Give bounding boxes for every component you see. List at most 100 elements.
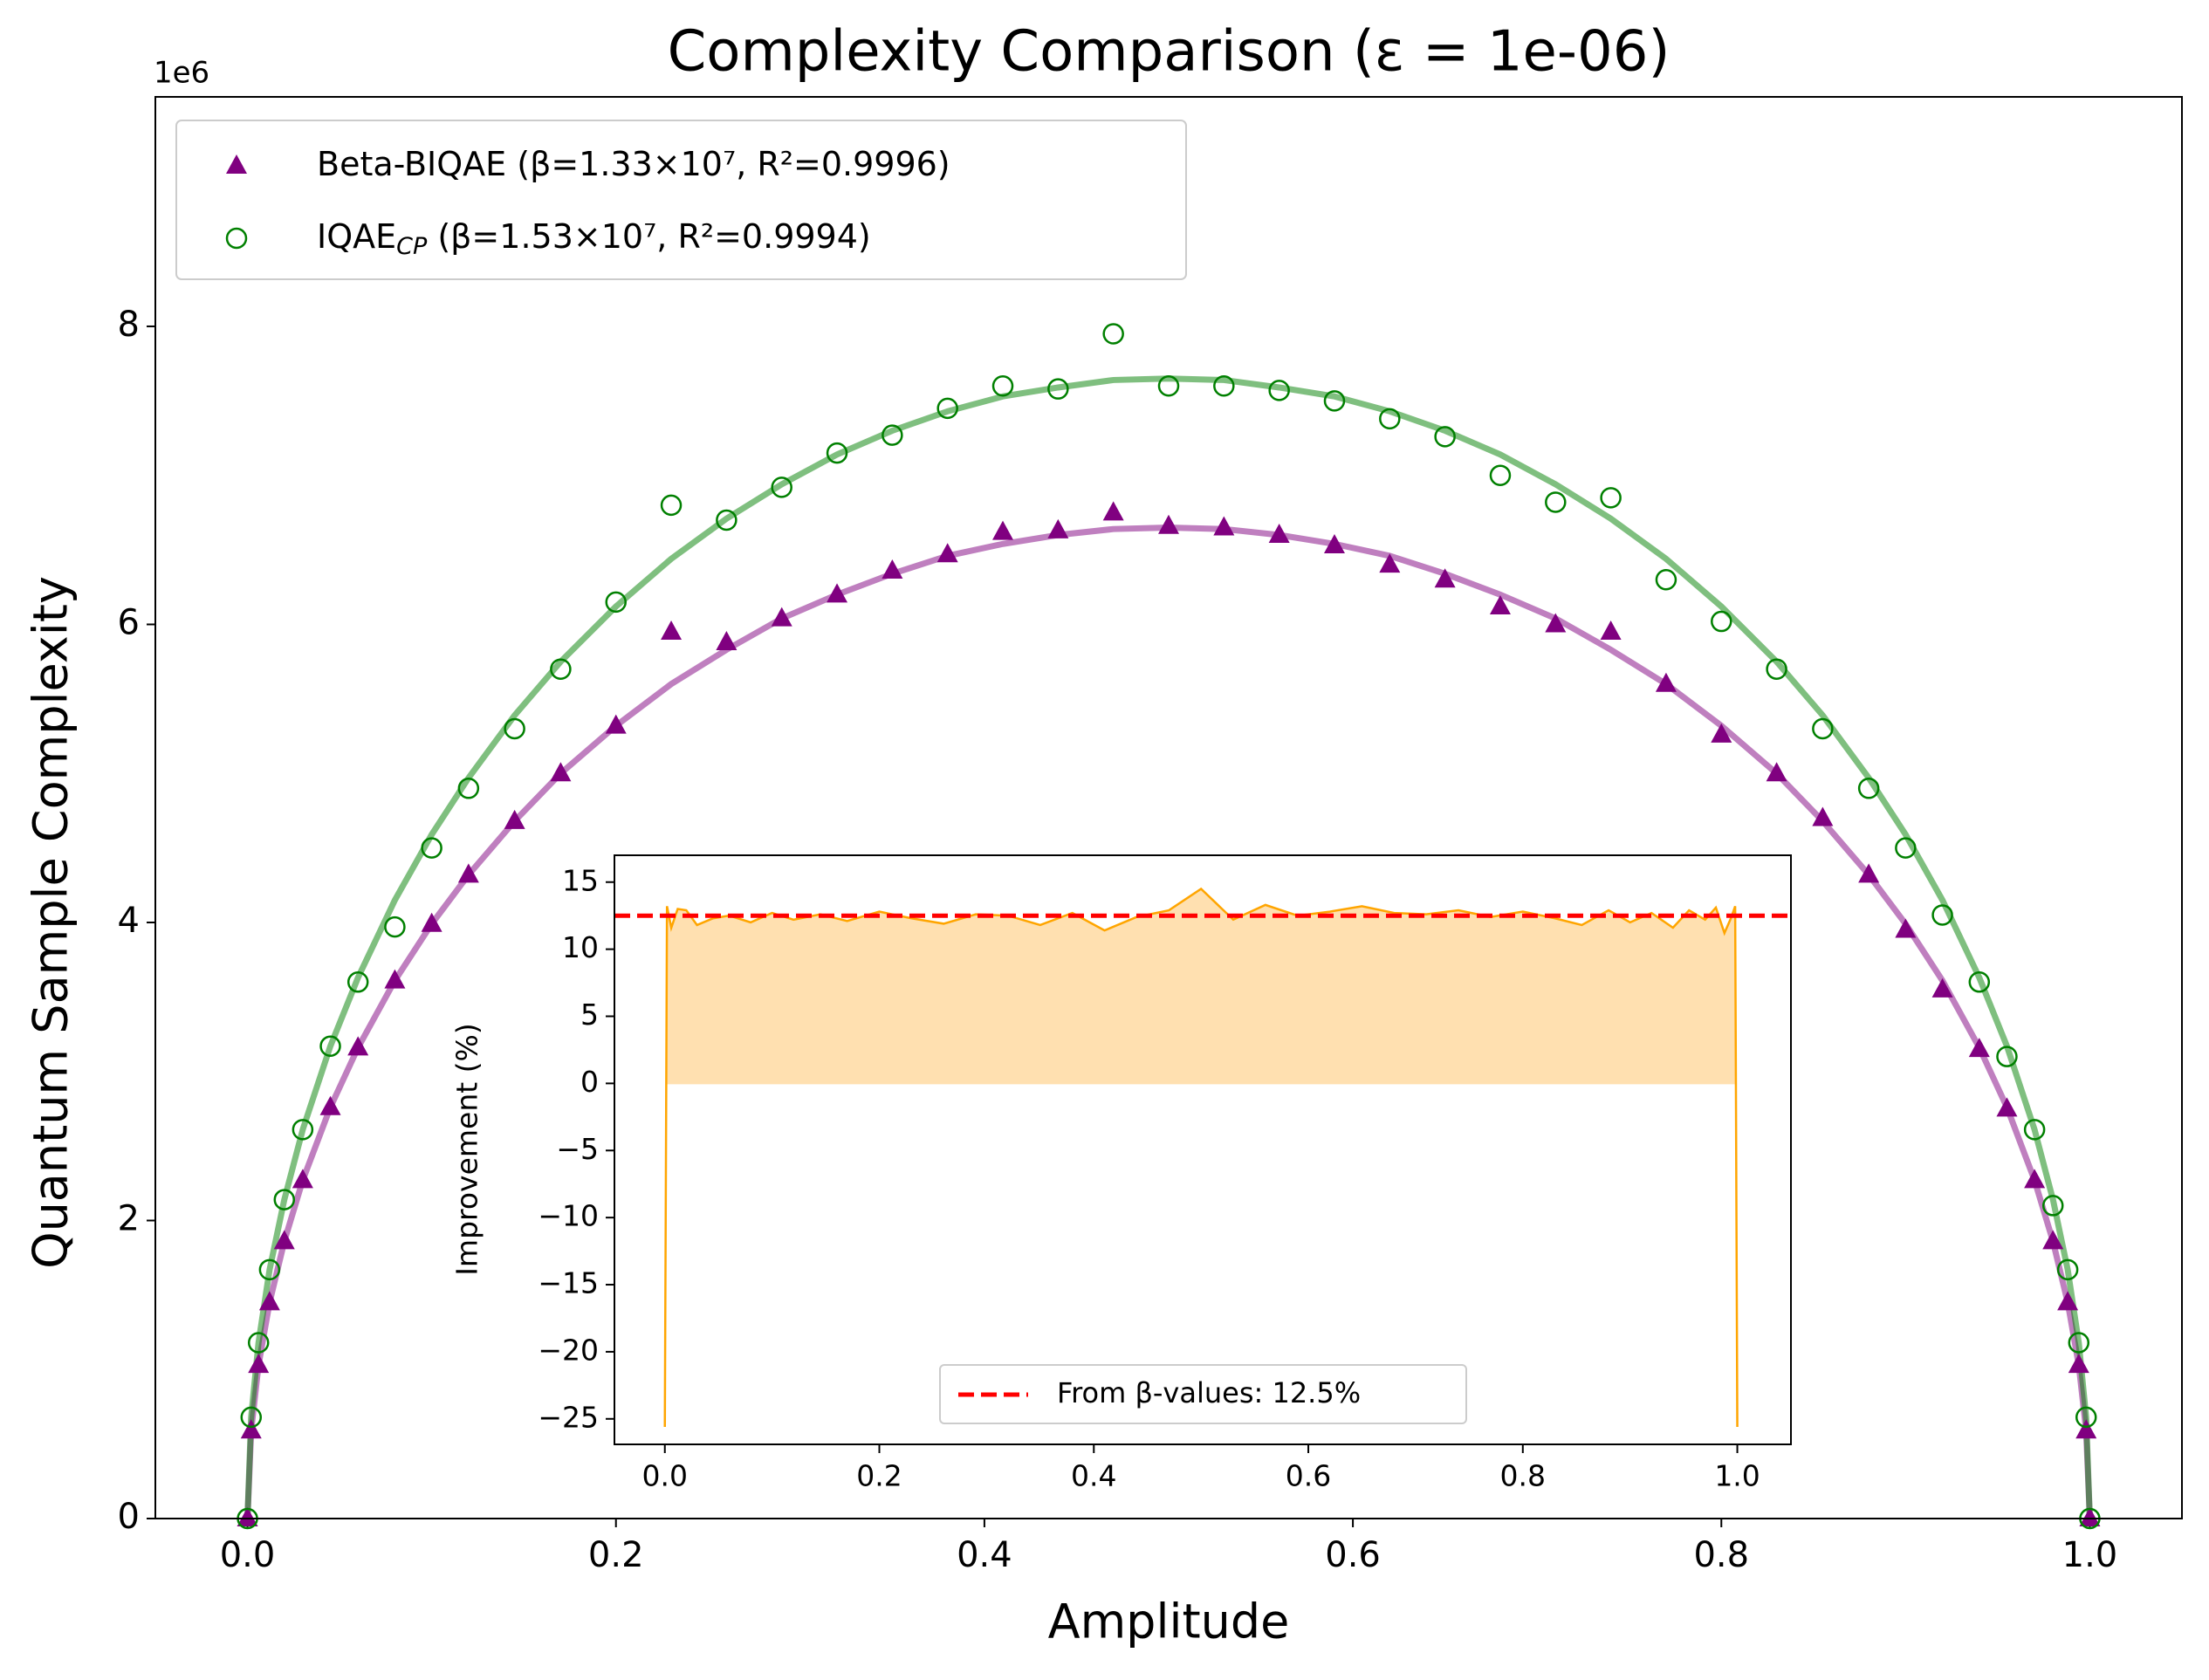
triangle-marker [1047,518,1069,538]
triangle-marker [771,607,792,627]
triangle-marker [384,969,406,989]
triangle-marker [992,520,1014,540]
circle-marker [2068,1332,2090,1354]
circle-marker [1996,1046,2018,1067]
circle-marker [1968,971,1991,993]
triangle-marker [882,559,903,579]
legend-name: Beta-BIQAE (β=1.33×10⁷, R²=0.9996) [317,145,950,183]
legend-subscript: CP [396,233,428,260]
y-tick-label: −20 [538,1333,599,1367]
x-tick-label: 1.0 [2062,1535,2118,1575]
x-tick-label: 0.8 [1693,1535,1749,1575]
circle-marker [1213,375,1235,397]
circle-marker [292,1119,314,1141]
triangle-marker [2068,1354,2089,1374]
x-axis-label: Amplitude [1048,1594,1290,1649]
circle-marker [1157,375,1180,397]
circle-marker [2075,1406,2097,1429]
circle-marker [605,591,627,614]
triangle-marker [2079,1507,2101,1526]
circle-marker [882,424,903,446]
circle-marker [421,837,442,859]
y-tick-label: −5 [556,1132,599,1166]
legend-label: Beta-BIQAE (β=1.33×10⁷, R²=0.9996) [317,145,950,183]
triangle-marker [457,863,479,883]
circle-marker [771,477,792,498]
circle-marker [384,915,406,938]
triangle-marker [1489,594,1511,614]
axes-frame [614,854,1792,1445]
circle-marker [1812,717,1834,740]
triangle-marker [292,1169,313,1189]
circle-marker [457,778,480,799]
y-tick-label: 8 [118,305,140,345]
triangle-marker [2057,1291,2079,1311]
triangle-marker [1434,568,1456,588]
triangle-marker [1655,672,1677,692]
triangle-marker [1895,918,1917,938]
triangle-marker [661,621,683,641]
triangle-marker [1102,501,1124,521]
triangle-marker [1711,723,1732,743]
y-tick-label: 4 [118,901,140,941]
circle-marker [240,1406,263,1429]
triangle-marker [258,1291,280,1311]
y-tick-label: 0 [118,1497,140,1537]
circle-marker [1545,491,1567,513]
legend-marker [226,154,247,174]
legend-marker [225,227,248,250]
legend-label: IQAECP (β=1.53×10⁷, R²=0.9994) [317,217,871,260]
circle-marker [1047,378,1069,400]
triangle-marker [1996,1097,2018,1117]
circle-marker [991,375,1014,397]
triangle-marker [1600,621,1622,641]
circle-marker [273,1189,296,1210]
circle-marker [1600,487,1622,509]
triangle-marker [2024,1169,2046,1189]
circle-marker [1323,390,1346,412]
triangle-marker [273,1230,295,1250]
circle-marker [2023,1119,2046,1141]
triangle-marker [347,1036,369,1056]
circle-marker [1379,408,1401,430]
circle-marker [1434,426,1456,448]
legend-name: IQAE [317,217,396,256]
triangle-marker [1968,1038,1990,1058]
triangle-marker [504,809,525,829]
triangle-marker [1812,806,1834,826]
circle-marker [1711,610,1732,633]
legend-rest: (β=1.53×10⁷, R²=0.9994) [427,217,870,256]
x-tick-label: 0.4 [1071,1459,1116,1493]
y-tick-label: −15 [538,1266,599,1300]
y-tick-label: 2 [118,1198,140,1238]
circle-marker [1655,568,1677,591]
circle-marker [1102,323,1124,345]
triangle-marker [248,1354,270,1374]
triangle-marker [1545,613,1567,633]
triangle-marker [1268,524,1290,544]
y-tick-label: 6 [118,602,140,642]
y-axis-label: Quantum Sample Complexity [24,576,79,1269]
circle-marker [716,509,737,531]
circle-marker [1895,837,1917,859]
circle-marker [1857,778,1880,799]
circle-marker [504,717,525,740]
axes-frame [154,96,2183,1519]
triangle-marker [1323,533,1345,553]
chart-title: Complexity Comparison (ε = 1e-06) [668,20,1670,85]
triangle-marker [716,630,737,650]
improvement-line [663,887,1739,1428]
triangle-marker [936,543,958,563]
x-tick-label: 0.0 [220,1535,276,1575]
triangle-marker [1158,514,1179,534]
triangle-marker [240,1419,262,1439]
triangle-marker [827,583,848,603]
circle-marker [319,1035,341,1057]
circle-marker [1268,380,1290,401]
triangle-marker [2042,1230,2064,1250]
fit-curve [244,375,2093,1519]
triangle-marker [550,762,572,782]
circle-marker [936,397,958,420]
y-tick-label: −10 [538,1199,599,1233]
